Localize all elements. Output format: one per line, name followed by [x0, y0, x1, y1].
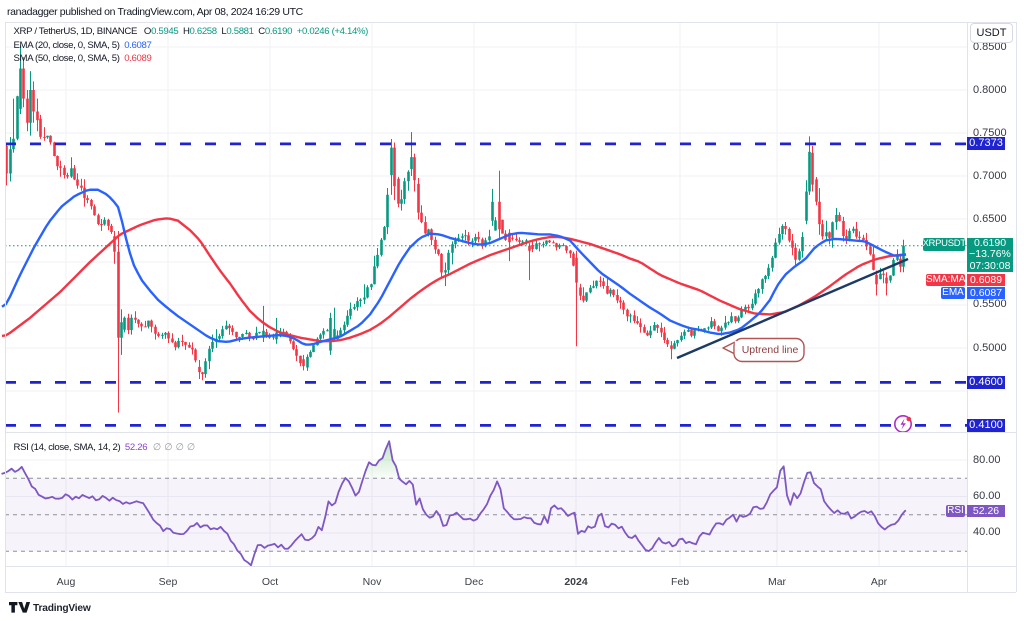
svg-text:TradingView: TradingView — [33, 603, 91, 614]
